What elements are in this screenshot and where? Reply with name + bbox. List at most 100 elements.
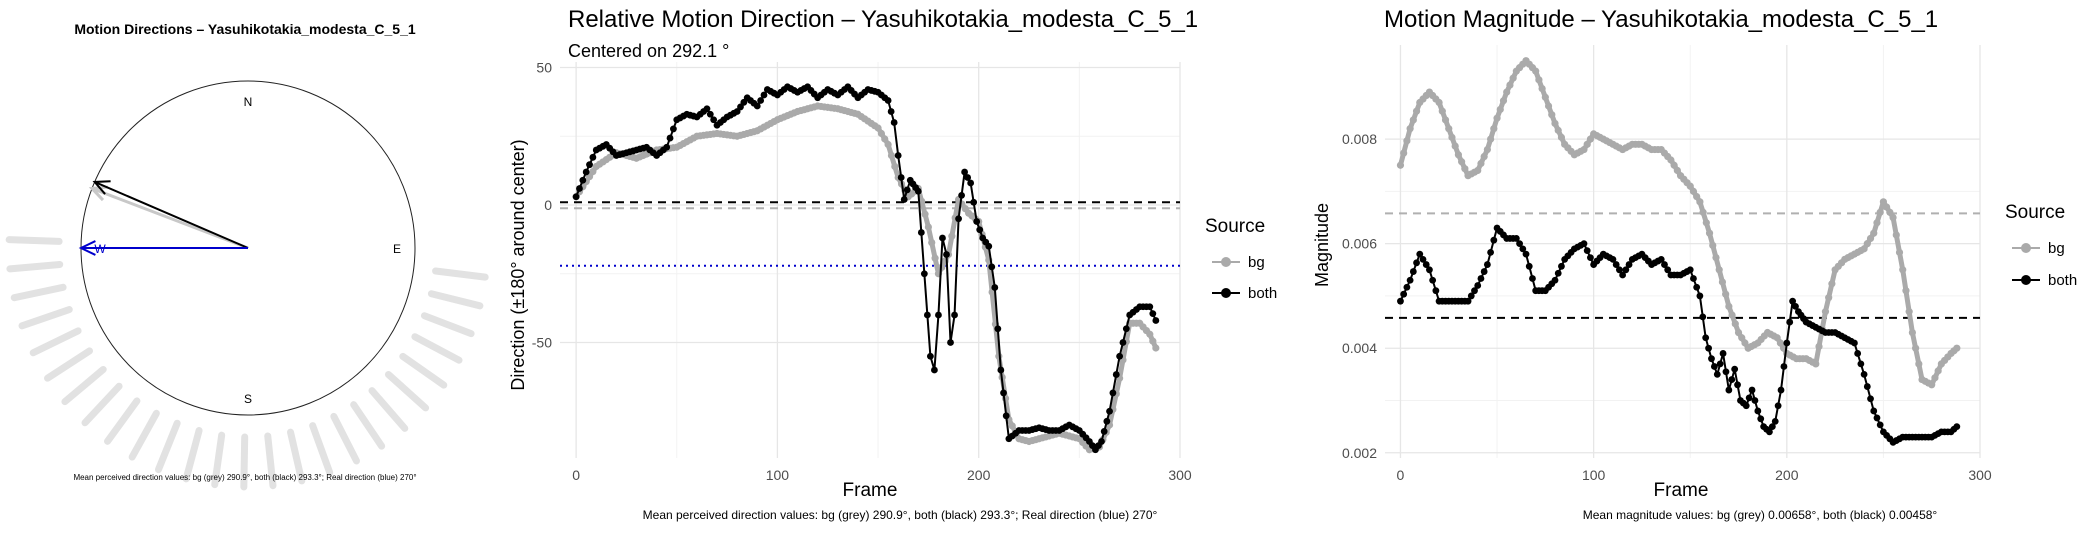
magnitude-point-bg	[1731, 320, 1739, 328]
direction-x-tick-label: 200	[967, 467, 991, 483]
direction-point-both	[994, 325, 1002, 333]
magnitude-point-both	[1583, 247, 1591, 255]
direction-point-both	[923, 311, 931, 319]
direction-point-both	[663, 143, 671, 151]
magnitude-point-bg	[1583, 140, 1591, 148]
magnitude-point-both	[1699, 313, 1707, 321]
direction-point-both	[1103, 417, 1111, 425]
magnitude-point-bg	[1412, 107, 1421, 115]
magnitude-point-bg	[1825, 294, 1833, 302]
direction-point-both	[947, 339, 954, 346]
direction-point-both	[1119, 339, 1127, 346]
direction-point-both	[586, 161, 593, 169]
direction-title: Relative Motion Direction – Yasuhikotaki…	[568, 6, 1198, 33]
direction-point-both	[964, 174, 972, 181]
magnitude-chart-svg: Motion Magnitude – Yasuhikotakia_modesta…	[1312, 6, 2077, 522]
magnitude-point-both	[1580, 240, 1588, 248]
magnitude-point-bg	[1506, 81, 1514, 89]
magnitude-point-bg	[1474, 166, 1482, 175]
direction-point-both	[582, 168, 590, 176]
direction-point-both	[1100, 428, 1108, 435]
magnitude-point-both	[1587, 254, 1594, 261]
magnitude-point-bg	[1406, 125, 1414, 133]
direction-point-bg	[931, 254, 939, 262]
direction-legend-bg-label: bg	[1248, 254, 1265, 271]
magnitude-x-axis-label: Frame	[1654, 480, 1709, 501]
direction-point-both	[988, 263, 996, 271]
magnitude-point-bg	[1499, 97, 1508, 105]
magnitude-point-both	[1716, 360, 1724, 368]
background-ray-16	[309, 422, 334, 477]
magnitude-point-both	[1876, 421, 1884, 429]
magnitude-y-tick-label: 0.002	[1342, 445, 1377, 461]
direction-point-both	[900, 196, 908, 203]
magnitude-point-both	[1480, 268, 1488, 275]
direction-point-bg	[921, 210, 929, 218]
compass-label-n: N	[244, 95, 253, 109]
magnitude-x-tick-label: 200	[1775, 467, 1799, 483]
magnitude-point-both	[1483, 261, 1491, 268]
magnitude-point-both	[1792, 302, 1799, 310]
direction-point-both	[1146, 303, 1154, 311]
magnitude-point-bg	[1490, 125, 1498, 133]
magnitude-point-both	[1551, 276, 1559, 284]
magnitude-point-both	[1625, 261, 1633, 268]
magnitude-point-both	[1554, 269, 1562, 277]
background-ray-21	[399, 352, 448, 389]
direction-point-both	[1000, 389, 1007, 397]
direction-point-both	[973, 218, 981, 225]
direction-point-both	[961, 168, 969, 176]
magnitude-point-bg	[1905, 308, 1913, 316]
direction-point-both	[997, 366, 1005, 374]
magnitude-point-bg	[1493, 114, 1501, 122]
arrowhead-both	[92, 180, 111, 195]
magnitude-point-bg	[1892, 231, 1900, 239]
direction-point-both	[1149, 310, 1157, 318]
direction-point-both	[970, 198, 978, 206]
direction-y-tick-label: -50	[532, 335, 552, 351]
background-ray-7	[81, 382, 123, 427]
magnitude-point-both	[1867, 395, 1874, 403]
direction-point-both	[1098, 438, 1105, 445]
magnitude-point-both	[1622, 266, 1630, 274]
magnitude-y-tick-label: 0.004	[1342, 340, 1377, 356]
magnitude-point-both	[1725, 386, 1733, 394]
direction-point-both	[576, 185, 583, 192]
magnitude-y-tick-label: 0.006	[1342, 236, 1377, 252]
magnitude-point-bg	[1702, 219, 1710, 227]
magnitude-point-bg	[1722, 290, 1730, 298]
magnitude-point-both	[1742, 402, 1750, 410]
compass-arrows	[78, 180, 249, 256]
direction-point-both	[669, 125, 677, 133]
direction-point-both	[926, 352, 934, 360]
magnitude-point-both	[1696, 292, 1704, 300]
magnitude-point-bg	[1477, 159, 1485, 168]
magnitude-point-both	[1702, 334, 1710, 342]
magnitude-title: Motion Magnitude – Yasuhikotakia_modesta…	[1384, 6, 1938, 33]
magnitude-point-bg	[1773, 334, 1781, 342]
magnitude-point-bg	[1451, 142, 1459, 150]
magnitude-point-both	[1710, 363, 1718, 370]
direction-series-bg	[572, 102, 1160, 454]
arrowhead-bg	[88, 185, 109, 202]
background-ray-8	[104, 397, 141, 445]
direction-panel: Relative Motion Direction – Yasuhikotaki…	[490, 0, 1305, 533]
background-ray-3	[18, 306, 73, 330]
magnitude-x-tick-label: 0	[1397, 467, 1405, 483]
magnitude-point-bg	[1693, 193, 1701, 201]
magnitude-point-bg	[1551, 119, 1559, 128]
magnitude-point-bg	[1879, 198, 1888, 206]
magnitude-point-both	[1512, 235, 1520, 242]
direction-y-tick-label: 0	[544, 197, 552, 213]
background-ray-25	[432, 267, 489, 281]
direction-x-axis-label: Frame	[843, 480, 898, 501]
magnitude-point-both	[1953, 423, 1961, 431]
direction-gridlines	[560, 62, 1181, 458]
magnitude-point-bg	[1734, 328, 1743, 337]
magnitude-point-both	[1522, 250, 1530, 258]
magnitude-point-bg	[1403, 137, 1411, 145]
magnitude-point-bg	[1741, 339, 1749, 347]
magnitude-point-both	[1416, 250, 1424, 258]
magnitude-series	[1396, 57, 1961, 446]
direction-point-both	[976, 226, 984, 234]
